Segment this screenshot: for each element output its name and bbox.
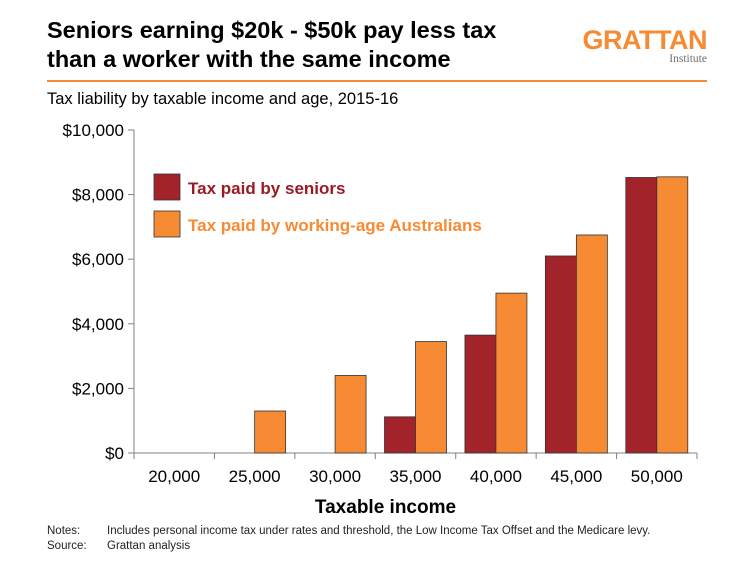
chart-title: Seniors earning $20k - $50k pay less tax… <box>47 16 567 74</box>
bar-chart: $0 $2,000 $4,000 $6,000 $8,000 $10,000 20,000 2… <box>63 121 698 518</box>
x-tick-label: 40,000 <box>470 467 522 486</box>
bar-working-age <box>495 292 528 454</box>
bar-working-age <box>334 375 367 454</box>
grattan-logo: GRATTAN Institute <box>582 25 708 65</box>
bar-working-age <box>415 341 447 454</box>
notes-text: Includes personal income tax under rates… <box>107 525 651 537</box>
bar-working-age <box>656 176 689 454</box>
x-tick-label: 50,000 <box>631 467 683 486</box>
y-tick-label: $2,000 <box>72 379 124 398</box>
source-row: Source: Grattan analysis <box>47 539 650 554</box>
y-tick-label: $0 <box>105 444 124 463</box>
header-divider <box>47 80 707 82</box>
title-line-1: Seniors earning $20k - $50k pay less tax <box>47 17 497 43</box>
legend-swatch-seniors <box>153 173 181 201</box>
x-tick-label: 35,000 <box>390 467 442 486</box>
y-tick-label: $8,000 <box>72 186 124 205</box>
x-tick-label: 25,000 <box>229 467 281 486</box>
legend-label-working-age: Tax paid by working-age Australians <box>188 216 482 235</box>
legend-label-seniors: Tax paid by seniors <box>188 179 345 198</box>
y-tick-label: $4,000 <box>72 315 124 334</box>
bar-working-age <box>254 410 287 454</box>
x-tick-label: 45,000 <box>550 467 602 486</box>
bar-seniors <box>544 255 577 454</box>
x-tick-label: 20,000 <box>148 467 200 486</box>
chart-subtitle: Tax liability by taxable income and age,… <box>47 90 399 108</box>
legend-swatch-working-age <box>153 210 181 238</box>
bar-working-age <box>575 234 608 454</box>
x-axis-title: Taxable income <box>315 497 456 518</box>
notes-row: Notes: Includes personal income tax unde… <box>47 524 650 539</box>
notes-label: Notes: <box>47 525 81 537</box>
title-line-2: than a worker with the same income <box>47 46 451 72</box>
logo-subtext: Institute <box>669 53 707 65</box>
y-tick-label: $10,000 <box>63 121 124 140</box>
footnotes: Notes: Includes personal income tax unde… <box>47 524 650 554</box>
logo-wordmark: GRATTAN <box>582 25 708 55</box>
source-text: Grattan analysis <box>107 540 191 552</box>
y-tick-label: $6,000 <box>72 250 124 269</box>
source-label: Source: <box>47 540 87 552</box>
bar-seniors <box>384 416 416 454</box>
bar-seniors <box>625 177 658 454</box>
bar-seniors <box>464 334 497 454</box>
x-tick-label: 30,000 <box>309 467 361 486</box>
